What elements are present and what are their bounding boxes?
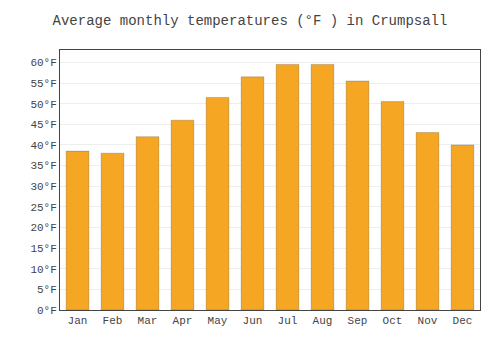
- svg-text:Nov: Nov: [418, 315, 438, 327]
- svg-text:10°F: 10°F: [30, 264, 56, 276]
- svg-text:Sep: Sep: [348, 315, 368, 327]
- svg-text:15°F: 15°F: [30, 243, 56, 255]
- svg-text:45°F: 45°F: [30, 119, 56, 131]
- svg-text:35°F: 35°F: [30, 160, 56, 172]
- svg-text:Oct: Oct: [383, 315, 403, 327]
- svg-text:30°F: 30°F: [30, 181, 56, 193]
- svg-text:0°F: 0°F: [37, 305, 57, 317]
- svg-text:60°F: 60°F: [30, 57, 56, 69]
- svg-text:Aug: Aug: [313, 315, 333, 327]
- svg-text:May: May: [208, 315, 228, 327]
- svg-text:Jul: Jul: [278, 315, 298, 327]
- svg-text:55°F: 55°F: [30, 78, 56, 90]
- svg-text:5°F: 5°F: [37, 284, 57, 296]
- svg-text:20°F: 20°F: [30, 222, 56, 234]
- svg-text:Apr: Apr: [173, 315, 193, 327]
- svg-text:Dec: Dec: [453, 315, 473, 327]
- svg-text:Jun: Jun: [243, 315, 263, 327]
- svg-text:50°F: 50°F: [30, 99, 56, 111]
- svg-text:40°F: 40°F: [30, 140, 56, 152]
- svg-text:Jan: Jan: [68, 315, 88, 327]
- svg-text:25°F: 25°F: [30, 202, 56, 214]
- svg-text:Feb: Feb: [103, 315, 123, 327]
- svg-text:Average monthly temperatures (: Average monthly temperatures (°F ) in Cr…: [53, 13, 448, 29]
- svg-text:Mar: Mar: [138, 315, 158, 327]
